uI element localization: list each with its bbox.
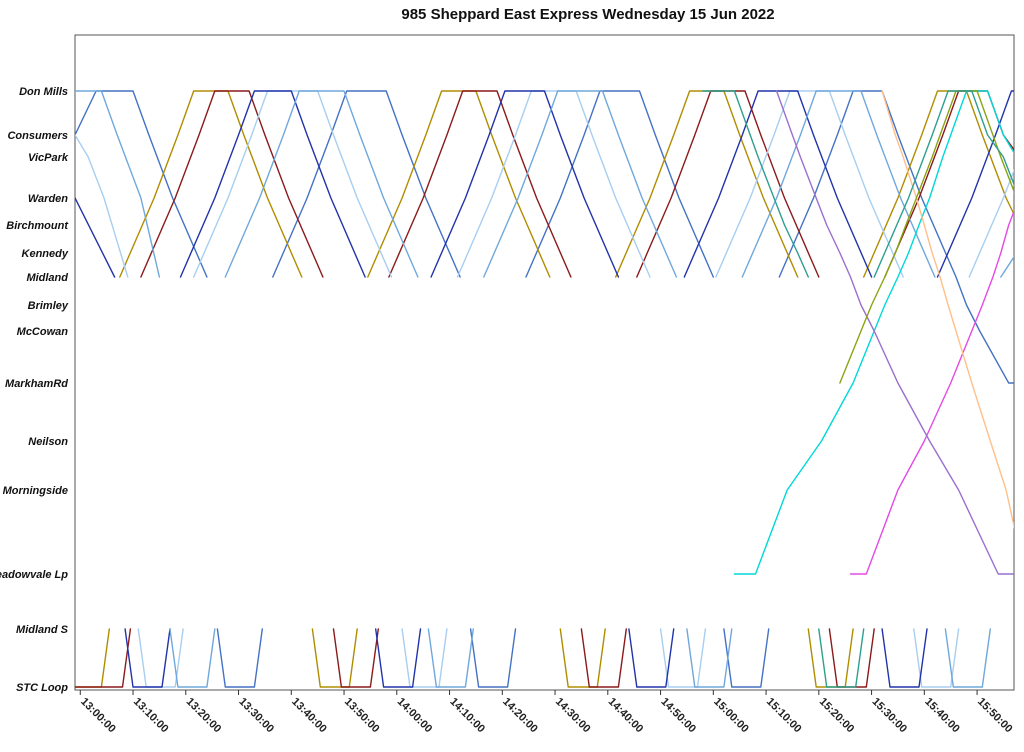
- trip-line-vehicle-4: [968, 168, 1014, 278]
- station-label: Neilson: [28, 436, 68, 448]
- x-tick-label: 14:30:00: [553, 696, 593, 736]
- chart-title: 985 Sheppard East Express Wednesday 15 J…: [401, 6, 775, 23]
- x-tick-label: 14:10:00: [447, 696, 487, 736]
- trip-line-vehicle-6: [1000, 255, 1014, 278]
- station-label: Birchmount: [6, 220, 69, 232]
- x-tick-label: 15:40:00: [922, 696, 962, 736]
- trip-line-vehicle-3: [388, 90, 572, 278]
- station-label: Warden: [28, 193, 68, 205]
- trip-line-vehicle-4: [715, 90, 904, 278]
- x-tick-label: 14:00:00: [395, 696, 435, 736]
- trip-line-vehicle-6: [427, 628, 474, 688]
- trip-line-vehicle-4: [401, 628, 448, 688]
- trip-line-vehicle-6: [686, 628, 733, 688]
- trip-line-vehicle-2: [367, 90, 551, 278]
- station-label: Don Mills: [19, 86, 68, 98]
- trip-line-vehicle-2: [119, 90, 303, 278]
- trip-line-vehicle-1: [75, 90, 208, 278]
- trip-line-vehicle-6: [169, 628, 216, 688]
- trip-line-vehicle-5: [881, 628, 928, 688]
- station-label: Kennedy: [22, 248, 69, 260]
- trip-line-vehicle-12: [818, 628, 865, 688]
- trip-line-vehicle-4: [659, 628, 707, 688]
- trip-line-vehicle-8: [849, 209, 1014, 575]
- station-label: Midland: [26, 272, 68, 284]
- trip-line-vehicle-1: [778, 90, 1014, 384]
- x-tick-label: 13:20:00: [184, 696, 224, 736]
- trip-line-vehicle-1: [272, 90, 461, 278]
- x-tick-label: 13:10:00: [131, 696, 171, 736]
- trip-line-vehicle-5: [683, 90, 873, 278]
- trip-line-vehicle-4: [913, 628, 960, 688]
- station-label: Midland S: [16, 624, 69, 636]
- trip-line-vehicle-6: [944, 628, 991, 688]
- station-label: McCowan: [17, 326, 69, 338]
- trip-line-vehicle-6: [75, 90, 161, 278]
- trip-line-vehicle-12: [873, 90, 1014, 278]
- trip-line-vehicle-5: [430, 90, 620, 278]
- trip-line-vehicle-4: [75, 134, 129, 278]
- x-tick-label: 13:30:00: [236, 696, 276, 736]
- trip-line-vehicle-1: [469, 628, 517, 688]
- station-label: Brimley: [28, 300, 69, 312]
- trip-line-vehicle-2: [75, 628, 111, 688]
- x-tick-label: 15:10:00: [764, 696, 804, 736]
- trip-line-vehicle-2: [559, 628, 606, 688]
- x-tick-label: 13:00:00: [78, 696, 118, 736]
- trip-line-vehicle-5: [179, 90, 366, 278]
- station-label: MarkhamRd: [5, 378, 68, 390]
- trip-line-vehicle-6: [483, 90, 678, 278]
- x-tick-label: 13:50:00: [342, 696, 382, 736]
- trip-line-vehicle-1: [216, 628, 263, 688]
- trip-line-vehicle-5: [75, 197, 116, 278]
- trip-line-vehicle-5: [124, 628, 171, 688]
- station-label: Morningside: [3, 485, 68, 497]
- trip-line-vehicle-2: [615, 90, 799, 278]
- trip-line-vehicle-3: [140, 90, 324, 278]
- x-tick-label: 15:00:00: [711, 696, 751, 736]
- station-label: Meadowvale Lp: [0, 569, 68, 581]
- plot-border: [74, 34, 1015, 691]
- x-tick-label: 15:20:00: [817, 696, 857, 736]
- x-tick-label: 15:50:00: [975, 696, 1015, 736]
- trip-lines: [75, 90, 1014, 688]
- trip-line-vehicle-5: [628, 628, 675, 688]
- trip-line-vehicle-3: [332, 628, 379, 688]
- trip-line-vehicle-6: [741, 90, 936, 278]
- x-tick-label: 14:20:00: [500, 696, 540, 736]
- trip-line-vehicle-5: [936, 90, 1014, 278]
- station-label: Consumers: [7, 130, 68, 142]
- x-tick-label: 14:40:00: [606, 696, 646, 736]
- trip-line-vehicle-5: [375, 628, 422, 688]
- trip-line-vehicle-2: [311, 628, 358, 688]
- trip-line-vehicle-3: [580, 628, 627, 688]
- trip-line-vehicle-12: [702, 90, 809, 278]
- trip-line-vehicle-4: [456, 90, 651, 278]
- trip-line-vehicle-9: [775, 90, 1014, 575]
- x-tick-label: 15:30:00: [869, 696, 909, 736]
- x-tick-label: 14:50:00: [658, 696, 698, 736]
- x-tick-label: 13:40:00: [289, 696, 329, 736]
- trip-line-vehicle-6: [224, 90, 419, 278]
- trip-line-vehicle-11: [839, 90, 1014, 384]
- station-label: VicPark: [28, 152, 69, 164]
- trip-line-vehicle-10: [881, 90, 1014, 530]
- trip-line-vehicle-4: [192, 90, 393, 278]
- station-label: STC Loop: [16, 682, 68, 694]
- trip-line-vehicle-3: [884, 90, 1014, 278]
